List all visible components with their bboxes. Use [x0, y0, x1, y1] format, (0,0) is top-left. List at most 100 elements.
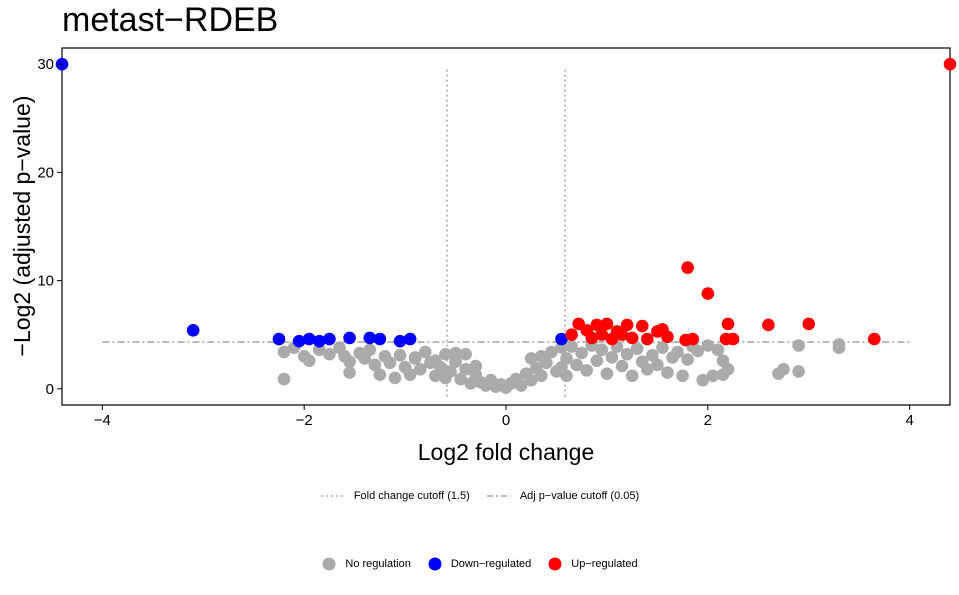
- point-up-regulated: [681, 261, 694, 274]
- point-no-regulation: [646, 348, 659, 362]
- point-up-regulated: [661, 330, 674, 344]
- point-no-regulation: [313, 343, 326, 357]
- point-no-regulation: [449, 346, 462, 360]
- point-no-regulation: [535, 350, 548, 363]
- point-no-regulation: [671, 345, 684, 359]
- point-no-regulation: [575, 346, 588, 360]
- point-down-regulated: [393, 334, 407, 348]
- point-no-regulation: [383, 356, 397, 370]
- point-up-regulated: [762, 318, 775, 332]
- point-no-regulation: [620, 347, 634, 361]
- point-no-regulation: [418, 345, 432, 359]
- point-no-regulation: [429, 354, 442, 367]
- plot-panel: [61, 47, 951, 406]
- legend-label-pvalue: Adj p−value cutoff (0.05): [519, 490, 640, 502]
- x-tick-label: 4: [905, 412, 913, 429]
- point-up-regulated: [640, 332, 654, 346]
- legend-item-down-regulated: Down−regulated: [427, 556, 531, 572]
- point-no-regulation: [661, 366, 674, 379]
- y-tick-label: 10: [37, 273, 54, 290]
- point-up-regulated: [721, 317, 735, 331]
- point-no-regulation: [711, 343, 725, 357]
- point-up-regulated: [585, 331, 599, 345]
- point-no-regulation: [777, 363, 790, 376]
- legend-item-pvalue: Adj p−value cutoff (0.05): [486, 490, 639, 502]
- point-no-regulation: [524, 352, 538, 365]
- point-no-regulation: [459, 363, 472, 376]
- point-up-regulated: [651, 325, 664, 338]
- x-tick-label: 2: [704, 412, 712, 429]
- point-no-regulation: [535, 369, 548, 383]
- point-no-regulation: [277, 345, 291, 359]
- point-no-regulation: [651, 358, 664, 372]
- point-up-regulated: [701, 287, 715, 300]
- point-no-regulation: [469, 359, 483, 373]
- point-no-regulation: [570, 358, 583, 372]
- point-no-regulation: [323, 347, 336, 361]
- point-no-regulation: [595, 343, 609, 357]
- point-no-regulation: [605, 351, 619, 364]
- point-down-regulated: [343, 331, 356, 345]
- point-no-regulation: [600, 367, 614, 380]
- blue-dot-icon: [428, 557, 442, 571]
- point-up-regulated: [625, 331, 639, 345]
- point-no-regulation: [565, 340, 578, 353]
- x-tick-label: −2: [296, 412, 313, 429]
- point-no-regulation: [625, 369, 639, 383]
- point-up-regulated: [635, 319, 649, 333]
- point-up-regulated: [565, 328, 578, 341]
- point-no-regulation: [302, 354, 316, 367]
- point-up-regulated: [802, 317, 816, 331]
- point-no-regulation: [580, 364, 594, 377]
- point-up-regulated: [605, 332, 619, 346]
- y-axis-label: −Log2 (adjusted p−value): [9, 96, 35, 357]
- point-no-regulation: [343, 366, 356, 379]
- point-no-regulation: [439, 371, 452, 385]
- point-no-regulation: [277, 372, 291, 386]
- dotted-line-icon: [320, 495, 345, 497]
- x-tick-label: −4: [94, 412, 111, 429]
- volcano-plot: −4 −2 0 2 4 0 10 20 30 Log2 fold change −Log2 (a…: [9, 47, 957, 465]
- point-no-regulation: [368, 358, 382, 372]
- point-no-regulation: [459, 347, 472, 361]
- point-no-regulation: [555, 341, 568, 354]
- point-up-regulated: [868, 332, 881, 346]
- point-no-regulation: [413, 363, 427, 376]
- point-up-regulated: [595, 328, 609, 341]
- point-up-regulated: [572, 317, 585, 331]
- point-no-regulation: [701, 339, 715, 352]
- point-down-regulated: [313, 334, 326, 348]
- point-down-regulated: [373, 332, 387, 346]
- y-tick-label: 30: [37, 56, 54, 73]
- point-no-regulation: [449, 355, 462, 369]
- legend-label-up-regulated: Up−regulated: [571, 558, 638, 570]
- point-no-regulation: [388, 371, 402, 385]
- point-no-regulation: [454, 372, 467, 386]
- legend-label-down-regulated: Down−regulated: [450, 558, 532, 570]
- point-no-regulation: [676, 369, 689, 383]
- point-down-regulated: [292, 334, 306, 348]
- cutoff-legend: Fold change cutoff (1.5) Adj p−value cut…: [0, 490, 959, 502]
- point-down-regulated: [302, 332, 316, 346]
- legend-label-fold-change: Fold change cutoff (1.5): [353, 490, 470, 502]
- point-no-regulation: [514, 379, 528, 392]
- red-dot-icon: [548, 557, 562, 571]
- point-no-regulation: [403, 368, 417, 382]
- point-no-regulation: [706, 369, 720, 383]
- y-tick-label: 20: [37, 164, 54, 181]
- point-no-regulation: [615, 359, 629, 373]
- point-down-regulated: [555, 332, 568, 346]
- point-no-regulation: [555, 360, 568, 374]
- point-no-regulation: [640, 363, 654, 376]
- point-no-regulation: [590, 354, 604, 367]
- point-no-regulation: [373, 368, 387, 382]
- point-no-regulation: [343, 355, 356, 369]
- point-up-regulated: [943, 57, 957, 71]
- point-up-regulated: [600, 317, 614, 331]
- point-no-regulation: [832, 338, 846, 351]
- point-no-regulation: [656, 341, 669, 354]
- point-down-regulated: [186, 324, 200, 337]
- point-no-regulation: [681, 353, 694, 366]
- point-no-regulation: [393, 348, 407, 362]
- point-no-regulation: [716, 368, 730, 382]
